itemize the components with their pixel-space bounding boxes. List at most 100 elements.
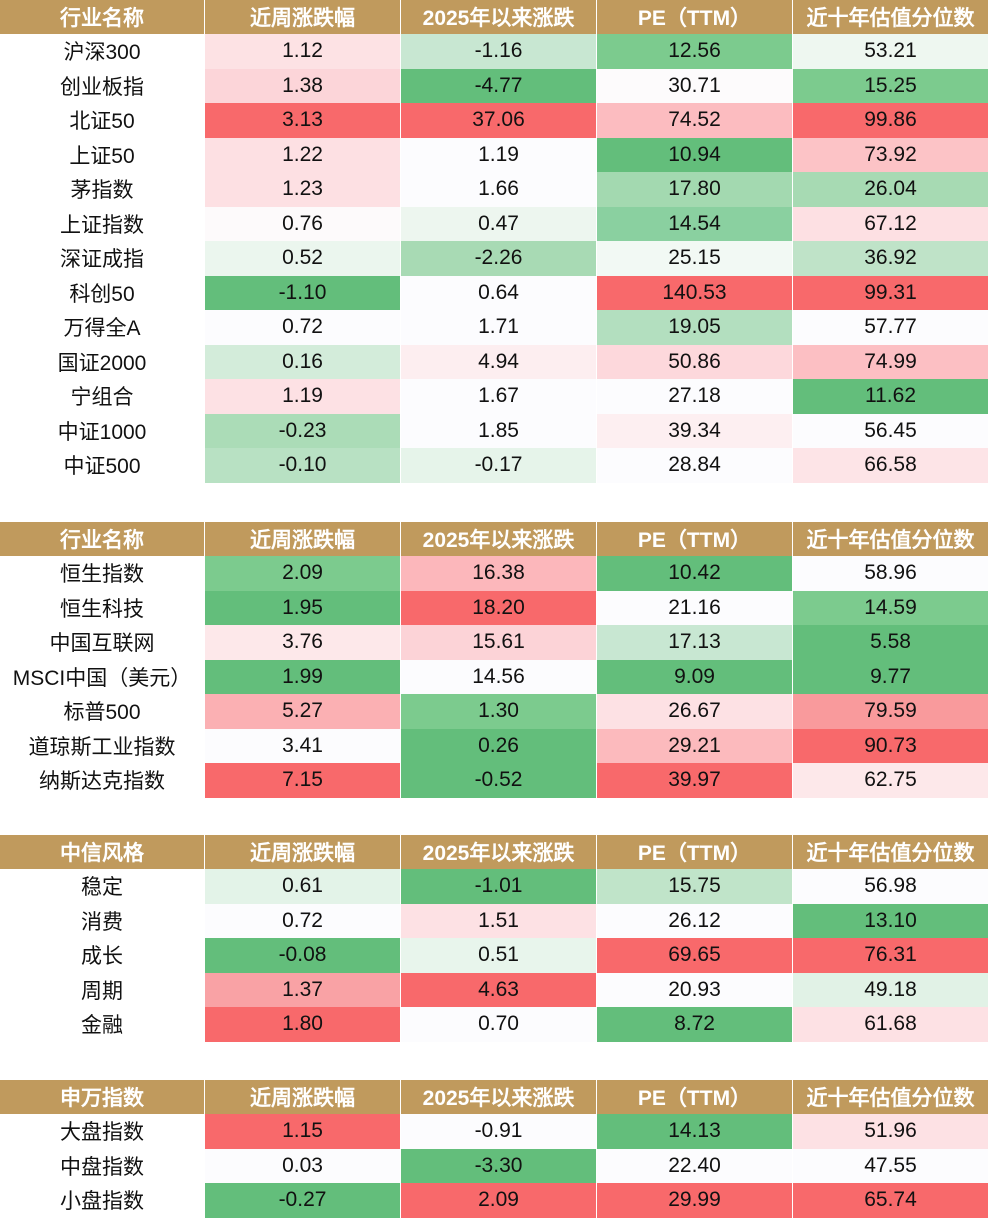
header-row: 行业名称 近周涨跌幅 2025年以来涨跌 PE（TTM） 近十年估值分位数 xyxy=(0,522,988,556)
cell-name: 道琼斯工业指数 xyxy=(0,728,204,763)
cell-weekly-change: -0.23 xyxy=(204,413,400,448)
cell-valuation-percentile: 5.58 xyxy=(792,625,988,660)
cell-name: 国证2000 xyxy=(0,344,204,379)
cell-pe-ttm: 27.18 xyxy=(596,379,792,414)
header-weekly-change: 近周涨跌幅 xyxy=(204,1080,400,1114)
header-pe-ttm: PE（TTM） xyxy=(596,522,792,556)
header-weekly-change: 近周涨跌幅 xyxy=(204,835,400,869)
cell-weekly-change: 1.12 xyxy=(204,34,400,69)
table-row: 国证2000 0.16 4.94 50.86 74.99 xyxy=(0,344,988,379)
cell-weekly-change: 0.72 xyxy=(204,310,400,345)
header-weekly-change: 近周涨跌幅 xyxy=(204,522,400,556)
cell-name: 沪深300 xyxy=(0,34,204,69)
cell-valuation-percentile: 11.62 xyxy=(792,379,988,414)
cell-valuation-percentile: 67.12 xyxy=(792,206,988,241)
cell-name: 茅指数 xyxy=(0,172,204,207)
cell-pe-ttm: 26.12 xyxy=(596,903,792,938)
cell-ytd-change: 1.51 xyxy=(400,903,596,938)
cell-valuation-percentile: 36.92 xyxy=(792,241,988,276)
header-ytd-change: 2025年以来涨跌 xyxy=(400,522,596,556)
table-row: 中盘指数 0.03 -3.30 22.40 47.55 xyxy=(0,1148,988,1183)
header-ytd-change: 2025年以来涨跌 xyxy=(400,0,596,34)
cell-ytd-change: 4.94 xyxy=(400,344,596,379)
cell-pe-ttm: 19.05 xyxy=(596,310,792,345)
cell-ytd-change: 1.71 xyxy=(400,310,596,345)
cell-weekly-change: 1.37 xyxy=(204,972,400,1007)
cell-name: 上证50 xyxy=(0,137,204,172)
cell-valuation-percentile: 49.18 xyxy=(792,972,988,1007)
table-row: 大盘指数 1.15 -0.91 14.13 51.96 xyxy=(0,1114,988,1149)
table-row: 纳斯达克指数 7.15 -0.52 39.97 62.75 xyxy=(0,763,988,798)
cell-weekly-change: 0.52 xyxy=(204,241,400,276)
cell-weekly-change: 3.76 xyxy=(204,625,400,660)
cell-valuation-percentile: 62.75 xyxy=(792,763,988,798)
cell-valuation-percentile: 76.31 xyxy=(792,938,988,973)
cell-weekly-change: 1.99 xyxy=(204,659,400,694)
cell-pe-ttm: 17.80 xyxy=(596,172,792,207)
cell-name: MSCI中国（美元） xyxy=(0,659,204,694)
cell-valuation-percentile: 26.04 xyxy=(792,172,988,207)
header-valuation-percentile: 近十年估值分位数 xyxy=(792,0,988,34)
cell-pe-ttm: 29.99 xyxy=(596,1183,792,1218)
table-row: 小盘指数 -0.27 2.09 29.99 65.74 xyxy=(0,1183,988,1218)
cell-pe-ttm: 10.42 xyxy=(596,556,792,591)
cell-weekly-change: 1.23 xyxy=(204,172,400,207)
cell-valuation-percentile: 90.73 xyxy=(792,728,988,763)
cell-pe-ttm: 140.53 xyxy=(596,275,792,310)
cell-name: 北证50 xyxy=(0,103,204,138)
cell-weekly-change: 0.61 xyxy=(204,869,400,904)
cell-ytd-change: -0.52 xyxy=(400,763,596,798)
header-ytd-change: 2025年以来涨跌 xyxy=(400,1080,596,1114)
cell-valuation-percentile: 65.74 xyxy=(792,1183,988,1218)
header-valuation-percentile: 近十年估值分位数 xyxy=(792,1080,988,1114)
cell-weekly-change: -0.08 xyxy=(204,938,400,973)
table-row: 标普500 5.27 1.30 26.67 79.59 xyxy=(0,694,988,729)
cell-name: 金融 xyxy=(0,1007,204,1042)
header-valuation-percentile: 近十年估值分位数 xyxy=(792,835,988,869)
cell-ytd-change: -1.16 xyxy=(400,34,596,69)
header-row: 行业名称 近周涨跌幅 2025年以来涨跌 PE（TTM） 近十年估值分位数 xyxy=(0,0,988,34)
table-row: 消费 0.72 1.51 26.12 13.10 xyxy=(0,903,988,938)
table-row: 中证1000 -0.23 1.85 39.34 56.45 xyxy=(0,413,988,448)
cell-valuation-percentile: 58.96 xyxy=(792,556,988,591)
cell-name: 稳定 xyxy=(0,869,204,904)
cell-pe-ttm: 26.67 xyxy=(596,694,792,729)
cell-ytd-change: -4.77 xyxy=(400,68,596,103)
cell-name: 成长 xyxy=(0,938,204,973)
cell-ytd-change: 1.30 xyxy=(400,694,596,729)
cell-pe-ttm: 14.13 xyxy=(596,1114,792,1149)
cell-name: 恒生指数 xyxy=(0,556,204,591)
table-row: 北证50 3.13 37.06 74.52 99.86 xyxy=(0,103,988,138)
cell-valuation-percentile: 9.77 xyxy=(792,659,988,694)
header-pe-ttm: PE（TTM） xyxy=(596,0,792,34)
cell-pe-ttm: 74.52 xyxy=(596,103,792,138)
table-row: 成长 -0.08 0.51 69.65 76.31 xyxy=(0,938,988,973)
table-broad-indices: 行业名称 近周涨跌幅 2025年以来涨跌 PE（TTM） 近十年估值分位数 沪深300 1.… xyxy=(0,0,988,483)
table-row: 上证指数 0.76 0.47 14.54 67.12 xyxy=(0,206,988,241)
cell-ytd-change: 1.85 xyxy=(400,413,596,448)
cell-pe-ttm: 14.54 xyxy=(596,206,792,241)
cell-name: 中证1000 xyxy=(0,413,204,448)
cell-pe-ttm: 30.71 xyxy=(596,68,792,103)
cell-name: 中证500 xyxy=(0,448,204,483)
cell-valuation-percentile: 47.55 xyxy=(792,1148,988,1183)
cell-name: 纳斯达克指数 xyxy=(0,763,204,798)
cell-ytd-change: -0.17 xyxy=(400,448,596,483)
cell-pe-ttm: 39.34 xyxy=(596,413,792,448)
cell-weekly-change: 1.19 xyxy=(204,379,400,414)
cell-ytd-change: 16.38 xyxy=(400,556,596,591)
header-weekly-change: 近周涨跌幅 xyxy=(204,0,400,34)
header-row: 中信风格 近周涨跌幅 2025年以来涨跌 PE（TTM） 近十年估值分位数 xyxy=(0,835,988,869)
cell-ytd-change: 1.66 xyxy=(400,172,596,207)
cell-ytd-change: 1.19 xyxy=(400,137,596,172)
cell-ytd-change: -3.30 xyxy=(400,1148,596,1183)
cell-pe-ttm: 10.94 xyxy=(596,137,792,172)
table-row: 深证成指 0.52 -2.26 25.15 36.92 xyxy=(0,241,988,276)
cell-ytd-change: 14.56 xyxy=(400,659,596,694)
cell-pe-ttm: 39.97 xyxy=(596,763,792,798)
cell-ytd-change: 18.20 xyxy=(400,590,596,625)
table-sw-indices: 申万指数 近周涨跌幅 2025年以来涨跌 PE（TTM） 近十年估值分位数 大盘指数 1.1… xyxy=(0,1080,988,1218)
cell-ytd-change: 15.61 xyxy=(400,625,596,660)
cell-valuation-percentile: 79.59 xyxy=(792,694,988,729)
cell-ytd-change: 4.63 xyxy=(400,972,596,1007)
